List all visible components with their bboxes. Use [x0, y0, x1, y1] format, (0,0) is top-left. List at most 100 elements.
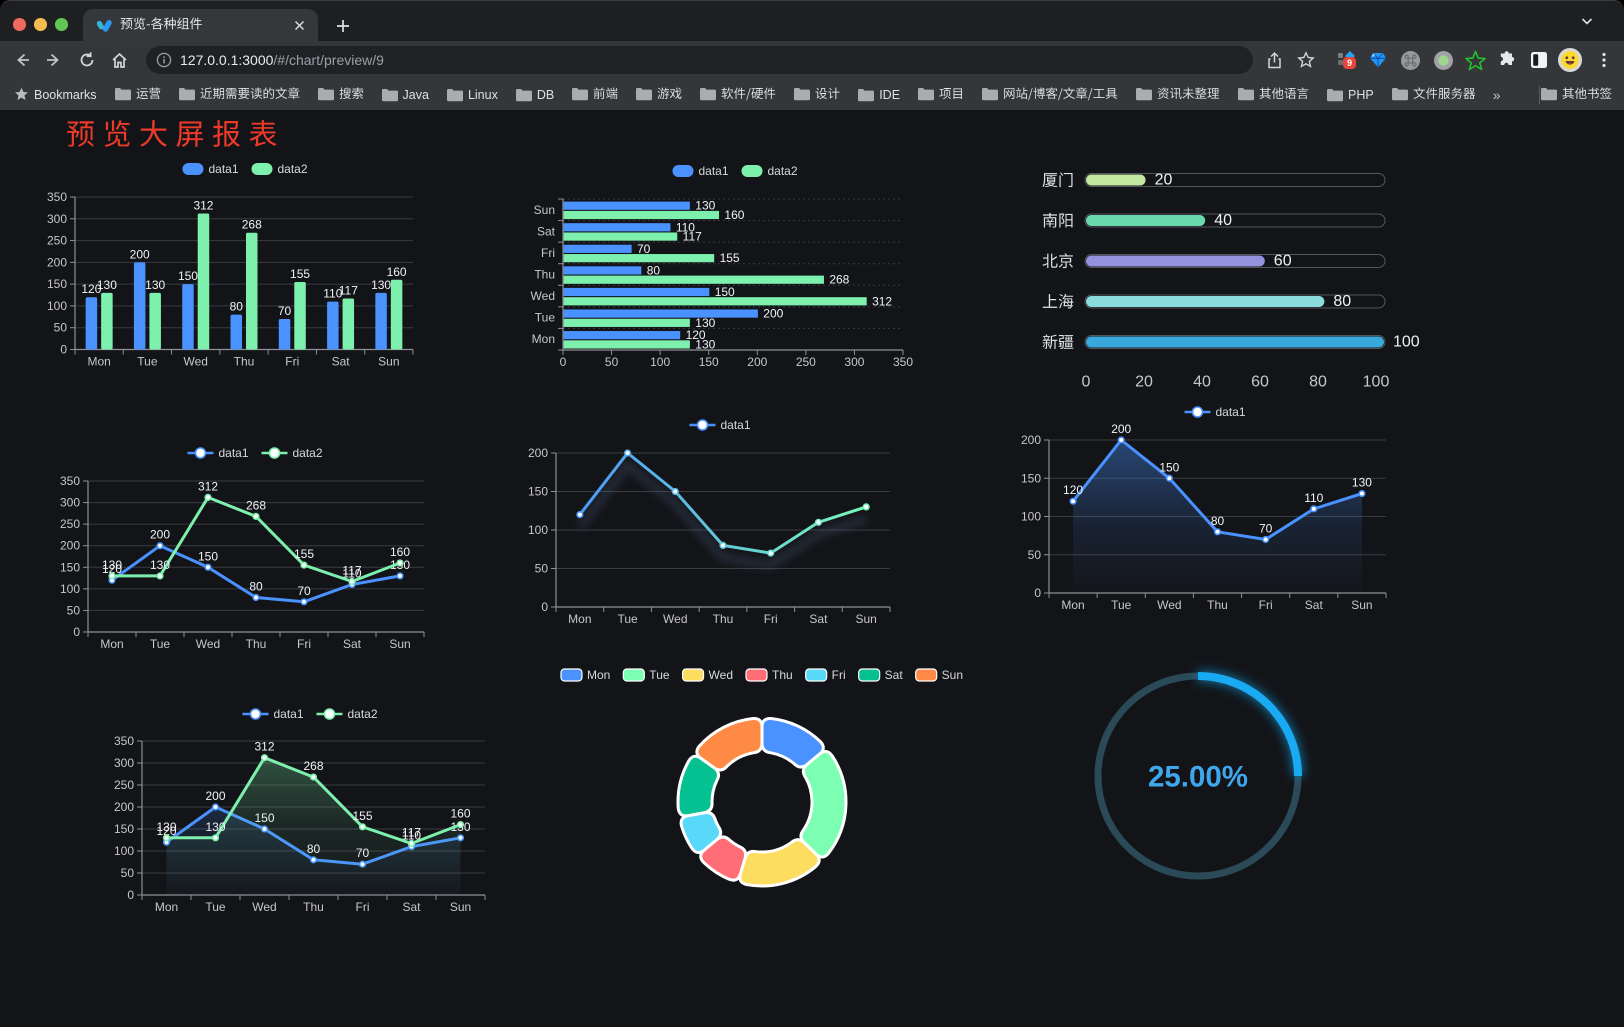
bookmarks-bar: Bookmarks Java Linux DB IDE PHP »	[0, 79, 1624, 110]
other-bookmarks-item[interactable]	[1540, 87, 1612, 102]
chart-bar-vertical[interactable]: 0 50 100 150 200 250 300 350 Mon Tue Wed Thu Fri Sat S…	[47, 162, 414, 369]
legend-item[interactable]: Wed	[681, 668, 733, 682]
bookmark-folder-item[interactable]	[793, 87, 840, 102]
legend-item[interactable]: data1	[182, 162, 239, 176]
legend-item[interactable]: Fri	[805, 668, 846, 682]
legend-item[interactable]: Sun	[915, 668, 963, 682]
bookmark-folder-item[interactable]: PHP	[1326, 88, 1374, 102]
chart-progress-bars[interactable]: 20 40 60 80 100 0 20 40 60 80 100	[1042, 172, 1420, 391]
bookmark-folder-item[interactable]	[981, 87, 1118, 102]
bookmark-folder-item[interactable]	[699, 87, 776, 102]
chart-label: 0	[541, 600, 548, 614]
new-tab-button[interactable]	[330, 13, 356, 39]
browser-tab[interactable]	[83, 9, 318, 42]
legend-item[interactable]: data1	[672, 164, 729, 178]
donut-slice-Tue[interactable]	[799, 750, 848, 859]
bookmark-folder-item[interactable]	[917, 87, 964, 102]
bookmark-folder-item[interactable]	[1391, 87, 1476, 102]
legend-item[interactable]: data1	[1184, 405, 1246, 419]
chart-label: Mon	[87, 355, 110, 369]
folder-icon	[858, 88, 875, 101]
bookmark-folder-item[interactable]: Java	[381, 88, 429, 102]
donut-slice-Fri[interactable]	[679, 810, 723, 854]
bookmark-folder-item[interactable]: Linux	[446, 88, 498, 102]
extensions-puzzle-icon[interactable]	[1493, 46, 1521, 74]
chart-line-area[interactable]: 0 50 100 150 200 Mon Tue Wed Thu Fri Sat Sun 120 200 1…	[1021, 405, 1387, 612]
chart-line-gradient[interactable]: 0 50 100 150 200 Mon Tue Wed Thu Fri Sat Sun data1	[528, 418, 891, 626]
legend-item[interactable]: data2	[251, 162, 308, 176]
legend-item[interactable]: data1	[689, 418, 751, 432]
chart-label: 150	[715, 285, 735, 299]
bar	[230, 314, 242, 350]
extension-split-screen-icon[interactable]	[1525, 46, 1553, 74]
chart-label: 110	[676, 220, 695, 234]
back-button[interactable]	[8, 46, 36, 74]
chart-label: 110	[323, 287, 342, 301]
folder-icon	[794, 88, 811, 101]
zoom-window-button[interactable]	[55, 18, 68, 31]
bookmark-folder-item[interactable]	[178, 87, 300, 102]
donut-slice-Thu[interactable]	[699, 835, 748, 882]
legend-item[interactable]: Mon	[560, 668, 610, 682]
chart-line-two-series[interactable]: 0 50 100 150 200 250 300 350 Mon Tue Wed Thu Fri Sat S…	[60, 446, 425, 651]
minimize-window-button[interactable]	[34, 18, 47, 31]
legend-item[interactable]: Sat	[858, 668, 904, 682]
chart-label: Tue	[649, 668, 670, 682]
chart-label: data1	[218, 446, 248, 460]
bookmarks-manager-item[interactable]: Bookmarks	[14, 87, 97, 102]
bookmark-folder-item[interactable]	[317, 87, 364, 102]
chart-label: 250	[60, 517, 80, 531]
bookmark-folder-label	[593, 87, 618, 102]
chart-label: 268	[242, 218, 262, 232]
site-info-icon[interactable]	[156, 52, 172, 68]
bookmark-folder-item[interactable]	[571, 87, 618, 102]
extension-recorder-icon[interactable]	[1429, 46, 1457, 74]
chart-label: Sun	[942, 668, 963, 682]
forward-button[interactable]	[40, 46, 68, 74]
extension-gem-icon[interactable]	[1364, 46, 1392, 74]
donut-slice-Sat[interactable]	[676, 754, 721, 818]
legend-item[interactable]: Tue	[622, 668, 670, 682]
legend-item[interactable]: data1	[187, 446, 249, 460]
share-button[interactable]	[1260, 46, 1288, 74]
legend-item[interactable]: data2	[316, 707, 378, 721]
address-bar[interactable]: 127.0.0.1:3000/#/chart/preview/9	[146, 46, 1253, 74]
bookmark-folder-item[interactable]	[635, 87, 682, 102]
chart-label: 0	[1034, 586, 1041, 600]
bookmark-folder-item[interactable]	[1135, 87, 1220, 102]
legend-item[interactable]: data2	[261, 446, 323, 460]
chart-label: Sat	[343, 637, 362, 651]
bookmark-star-icon[interactable]	[1292, 46, 1320, 74]
chart-label: 100	[650, 355, 670, 369]
donut-slice-Sun[interactable]	[695, 716, 764, 772]
menu-dots-icon[interactable]	[1590, 46, 1618, 74]
bookmark-folder-item[interactable]	[1237, 87, 1309, 102]
bookmark-folder-item[interactable]	[114, 87, 161, 102]
chart-label: 200	[1021, 433, 1041, 447]
extension-colorzilla-icon[interactable]: 9	[1333, 46, 1361, 74]
bookmarks-overflow-chevrons[interactable]: »	[1492, 86, 1501, 103]
close-window-button[interactable]	[13, 18, 26, 31]
chart-donut[interactable]: Mon Tue Wed Thu Fri Sat Sun	[560, 668, 963, 888]
home-button[interactable]	[105, 46, 133, 74]
bookmark-folder-item[interactable]: DB	[515, 88, 554, 102]
chart-label: 350	[114, 734, 134, 748]
legend-item[interactable]: Thu	[745, 668, 793, 682]
chart-ring-progress[interactable]: 25.00%	[1094, 670, 1304, 880]
extension-star-icon[interactable]	[1461, 46, 1489, 74]
tab-close-icon[interactable]	[290, 17, 308, 35]
cjk-text	[1042, 334, 1074, 349]
legend-item[interactable]: data2	[741, 164, 798, 178]
donut-slice-Wed[interactable]	[738, 838, 821, 888]
traffic-lights	[13, 18, 68, 31]
avatar[interactable]	[1556, 46, 1584, 74]
extension-command-icon[interactable]	[1396, 46, 1424, 74]
chart-label: 110	[342, 567, 361, 581]
chart-bar-horizontal[interactable]: 0 50 100 150 200 250 300 350 Sun Sat Fri Thu Wed Tue M…	[531, 164, 914, 369]
reload-button[interactable]	[73, 46, 101, 74]
tab-overflow-chevron-icon[interactable]	[1580, 14, 1594, 33]
bookmark-folder-item[interactable]: IDE	[857, 88, 900, 102]
legend-item[interactable]: data1	[242, 707, 304, 721]
chart-line-two-series-area[interactable]: 0 50 100 150 200 250 300 350 Mon Tue Wed Thu Fri Sat S…	[114, 707, 486, 914]
